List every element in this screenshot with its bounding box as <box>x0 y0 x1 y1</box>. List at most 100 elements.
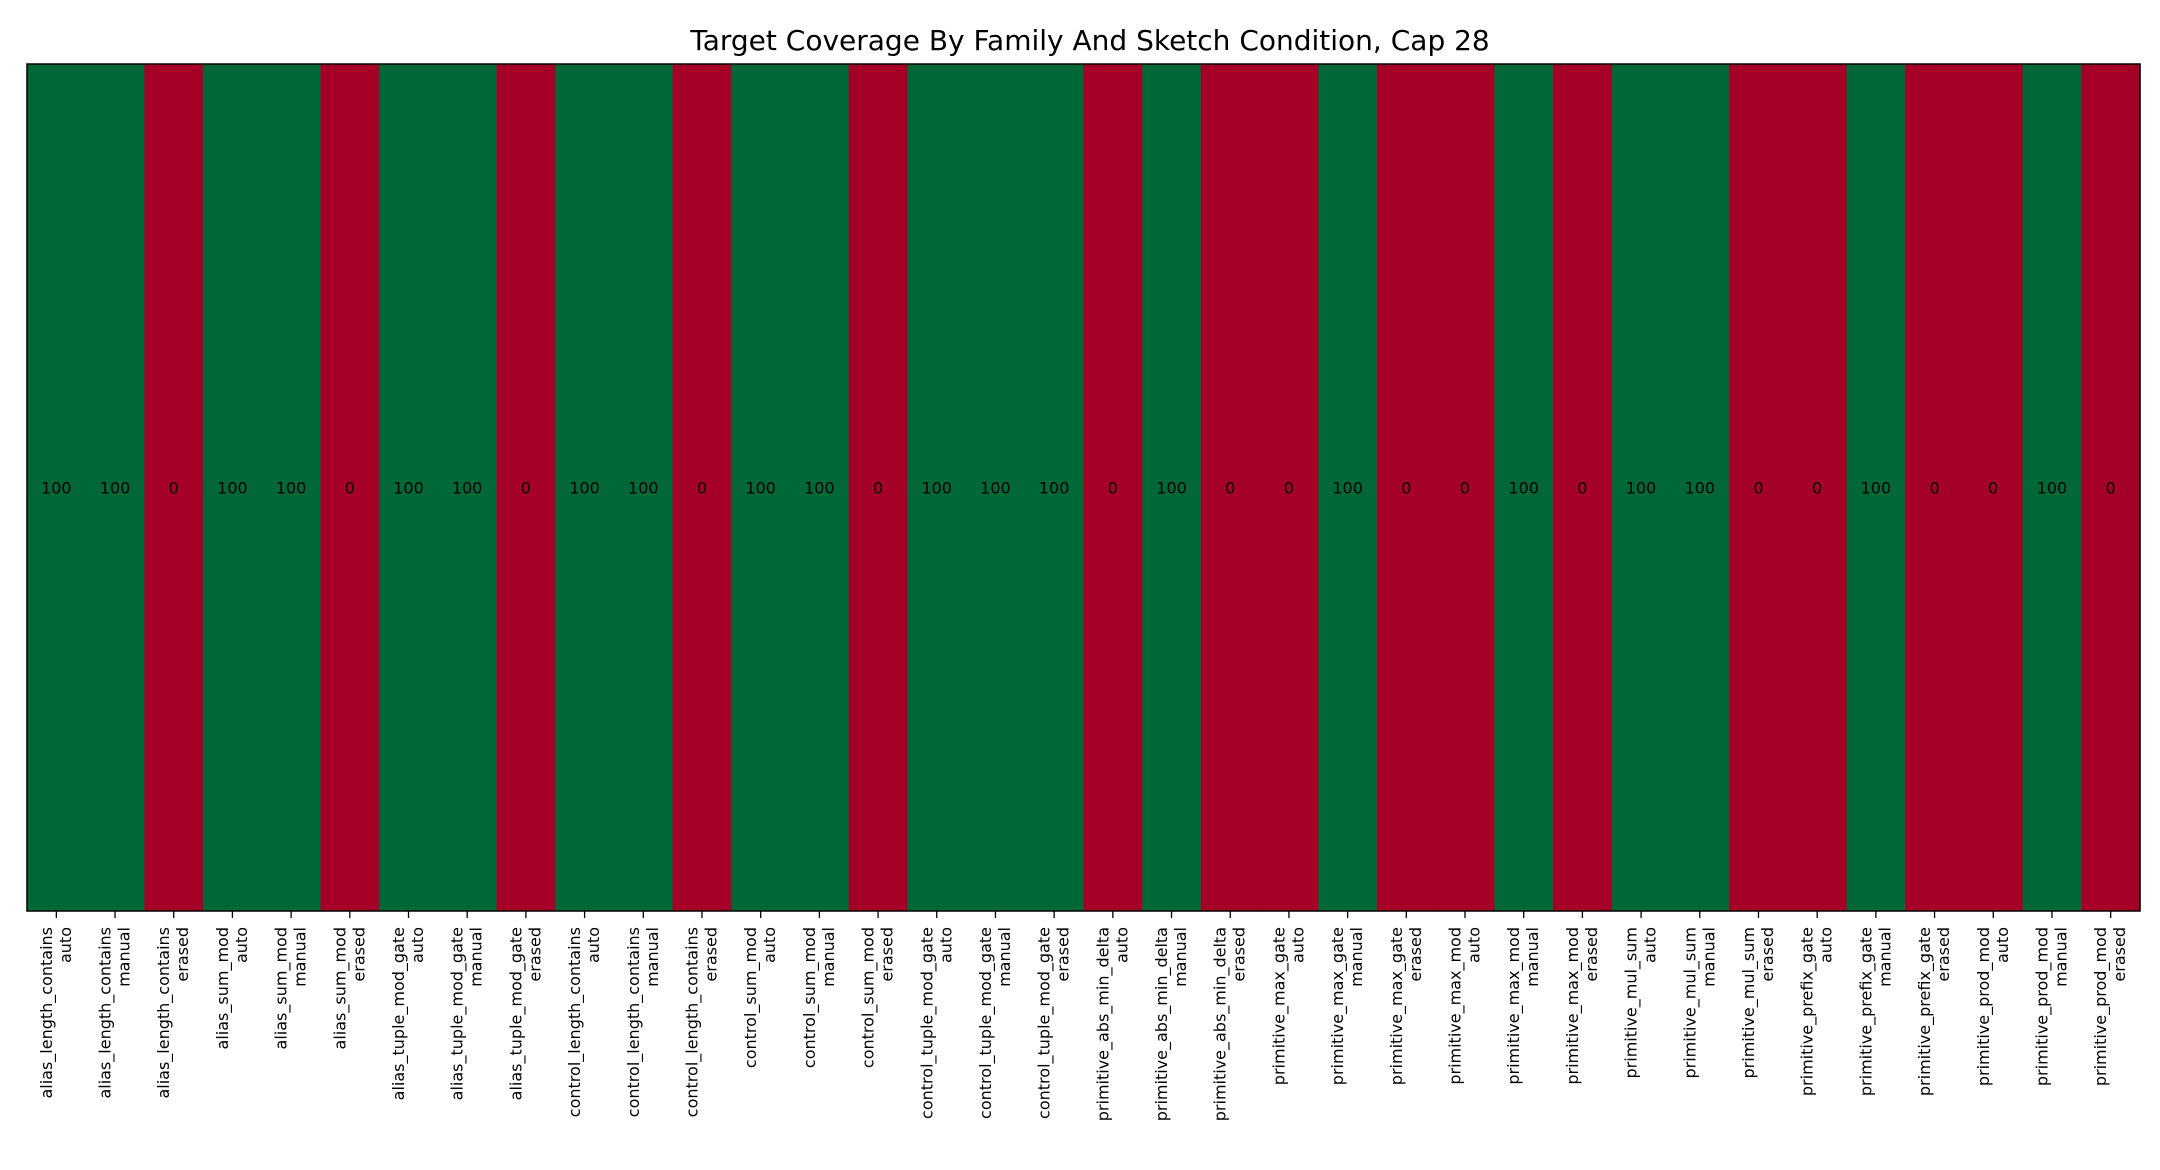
heatmap-cell <box>1142 64 1202 911</box>
heatmap-cells <box>27 64 2141 911</box>
cell-value-label: 100 <box>1039 479 1070 498</box>
cell-value-label: 100 <box>452 479 483 498</box>
cell-value-label: 0 <box>697 479 707 498</box>
cell-value-label: 100 <box>276 479 307 498</box>
heatmap-cell <box>85 64 145 911</box>
x-tick-label-family: primitive_prefix_gate <box>1915 927 1935 1096</box>
heatmap-cell <box>907 64 967 911</box>
chart-title: Target Coverage By Family And Sketch Con… <box>689 24 1490 57</box>
cell-value-label: 100 <box>569 479 600 498</box>
x-tick-label-condition: manual <box>1699 927 1718 987</box>
heatmap-cell <box>1200 64 1261 911</box>
x-tick-label-condition: erased <box>1406 927 1425 982</box>
x-tick-label-condition: erased <box>701 927 720 982</box>
x-tick-label-family: control_length_contains <box>682 927 702 1117</box>
heatmap-cell <box>672 64 732 911</box>
x-tick-label-family: primitive_prod_mod <box>2032 927 2052 1086</box>
x-tick-label-condition: manual <box>467 927 486 987</box>
x-tick-label-condition: erased <box>1934 927 1953 982</box>
x-tick-label-condition: erased <box>1230 927 1249 982</box>
x-tick-label-condition: manual <box>819 927 838 987</box>
x-tick-label-condition: auto <box>408 927 427 963</box>
cell-value-label: 0 <box>1108 479 1118 498</box>
cell-value-label: 100 <box>921 479 952 498</box>
x-tick-label-family: alias_tuple_mod_gate <box>389 927 409 1100</box>
cell-value-label: 0 <box>1577 479 1587 498</box>
x-tick-label-family: primitive_prod_mod <box>2091 927 2111 1086</box>
heatmap-cell <box>437 64 498 911</box>
x-tick-label-family: primitive_prefix_gate <box>1856 927 1876 1096</box>
heatmap-cell <box>1905 64 1965 911</box>
x-tick-label-condition: auto <box>1112 927 1131 963</box>
cell-value-label: 0 <box>1929 479 1939 498</box>
heatmap-cell <box>613 64 674 911</box>
x-tick-label-condition: manual <box>1523 927 1542 987</box>
cell-value-label: 100 <box>628 479 659 498</box>
x-tick-label-family: primitive_max_gate <box>1328 927 1348 1085</box>
x-tick-label-family: primitive_max_gate <box>1269 927 1289 1085</box>
cell-value-label: 100 <box>100 479 131 498</box>
x-tick-label-family: primitive_abs_min_delta <box>1152 927 1172 1121</box>
x-tick-label-family: primitive_mul_sum <box>1739 927 1759 1078</box>
x-tick-label-family: alias_sum_mod <box>272 927 292 1049</box>
x-tick-label-condition: erased <box>525 927 544 982</box>
x-tick-label-condition: manual <box>995 927 1014 987</box>
x-axis-ticks: alias_length_contains auto alias_length_co… <box>37 911 2129 1121</box>
x-tick-label-family: alias_length_contains <box>154 927 174 1099</box>
x-tick-label-family: alias_length_contains <box>96 927 116 1099</box>
cell-value-label: 0 <box>1225 479 1235 498</box>
x-tick-label-condition: manual <box>1171 927 1190 987</box>
cell-value-label: 0 <box>2106 479 2116 498</box>
x-tick-label-condition: auto <box>1465 927 1484 963</box>
cell-value-label: 0 <box>1401 479 1411 498</box>
heatmap-cell <box>1024 64 1085 911</box>
cell-value-label: 100 <box>1626 479 1657 498</box>
x-tick-label-family: primitive_max_gate <box>1387 927 1407 1085</box>
cell-value-label: 0 <box>345 479 355 498</box>
x-tick-label-condition: auto <box>232 927 251 963</box>
x-tick-label-family: alias_tuple_mod_gate <box>448 927 468 1100</box>
x-tick-label-family: control_tuple_mod_gate <box>1035 927 1055 1119</box>
cell-value-label: 0 <box>1988 479 1998 498</box>
heatmap-cell <box>320 64 380 911</box>
x-tick-label-condition: auto <box>936 927 955 963</box>
cell-value-label: 0 <box>873 479 883 498</box>
x-tick-label-family: alias_sum_mod <box>213 927 233 1049</box>
x-tick-label-condition: erased <box>1758 927 1777 982</box>
heatmap-cell <box>2022 64 2082 911</box>
x-tick-label-condition: manual <box>1347 927 1366 987</box>
heatmap-cell <box>1670 64 1730 911</box>
x-tick-label-condition: manual <box>291 927 310 987</box>
x-tick-label-family: control_tuple_mod_gate <box>976 927 996 1119</box>
x-tick-label-condition: auto <box>1993 927 2012 963</box>
x-tick-label-condition: erased <box>878 927 897 982</box>
x-tick-label-family: primitive_prod_mod <box>1974 927 1994 1086</box>
x-tick-label-condition: auto <box>1641 927 1660 963</box>
x-tick-label-condition: erased <box>2110 927 2129 982</box>
heatmap-cell <box>731 64 791 911</box>
heatmap-cell <box>1259 64 1319 911</box>
cell-value-label: 0 <box>169 479 179 498</box>
x-tick-label-family: primitive_abs_min_delta <box>1093 927 1113 1121</box>
x-tick-label-family: control_sum_mod <box>741 927 761 1068</box>
x-tick-label-family: alias_length_contains <box>37 927 57 1099</box>
x-tick-label-condition: manual <box>643 927 662 987</box>
heatmap-cell <box>1846 64 1906 911</box>
heatmap-cell <box>2081 64 2141 911</box>
heatmap-cell <box>496 64 556 911</box>
heatmap-cell <box>790 64 850 911</box>
x-tick-label-condition: manual <box>1875 927 1894 987</box>
heatmap-cell <box>203 64 263 911</box>
cell-value-label: 100 <box>1156 479 1187 498</box>
x-tick-label-family: primitive_mul_sum <box>1622 927 1642 1078</box>
cell-value-label: 100 <box>745 479 776 498</box>
cell-value-label: 100 <box>41 479 72 498</box>
heatmap-cell <box>1963 64 2024 911</box>
heatmap-cell <box>261 64 322 911</box>
x-tick-label-family: control_tuple_mod_gate <box>917 927 937 1119</box>
x-tick-label-family: primitive_max_mod <box>1504 927 1524 1085</box>
x-tick-label-family: primitive_max_mod <box>1446 927 1466 1085</box>
heatmap-cell <box>966 64 1026 911</box>
